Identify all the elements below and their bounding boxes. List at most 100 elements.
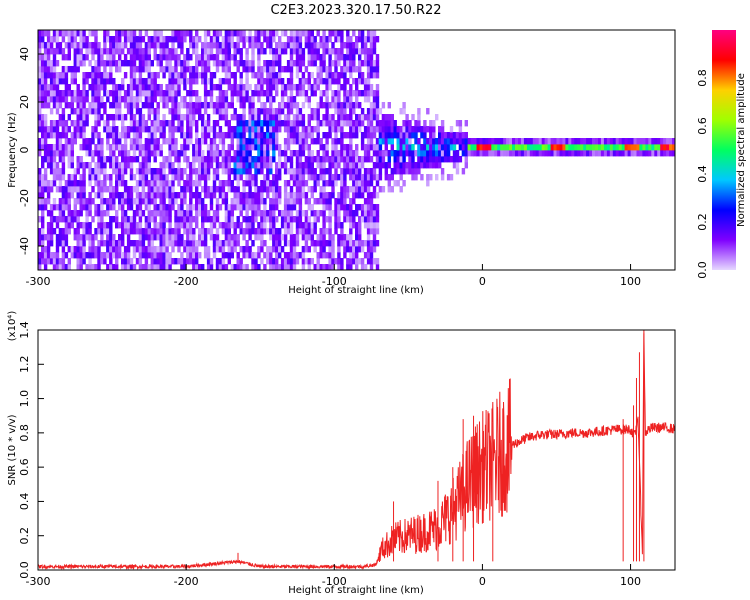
heatmap-cell (135, 168, 140, 175)
heatmap-cell (64, 198, 69, 205)
heatmap-cell (162, 48, 166, 55)
heatmap-cell (198, 168, 202, 175)
heatmap-cell (488, 150, 492, 157)
heatmap-cell (245, 264, 249, 270)
heatmap-cell (138, 222, 143, 229)
heatmap-cell (129, 108, 134, 115)
heatmap-cell (384, 168, 388, 175)
heatmap-cell (423, 156, 427, 163)
heatmap-cell (455, 138, 460, 145)
heatmap-cell (358, 162, 362, 169)
heatmap-cell (272, 246, 276, 253)
heatmap-cell (141, 60, 146, 67)
heatmap-cell (79, 48, 83, 55)
heatmap-cell (352, 168, 356, 175)
heatmap-cell (366, 48, 371, 55)
heatmap-cell (46, 192, 51, 199)
heatmap-cell (76, 96, 80, 103)
heatmap-cell (201, 48, 205, 55)
heatmap-cell (426, 180, 430, 187)
heatmap-cell (375, 66, 380, 73)
heatmap-cell (233, 48, 237, 55)
heatmap-cell (266, 36, 270, 43)
heatmap-cell (254, 180, 258, 187)
heatmap-cell (449, 138, 454, 145)
heatmap-cell (64, 222, 69, 229)
heatmap-cell (242, 102, 246, 109)
heatmap-cell (198, 96, 202, 103)
heatmap-cell (132, 42, 137, 49)
heatmap-cell (375, 174, 380, 181)
heatmap-cell (355, 264, 359, 270)
heatmap-cell (366, 210, 371, 217)
heatmap-cell (121, 162, 125, 169)
heatmap-cell (372, 30, 377, 37)
heatmap-cell (147, 216, 151, 223)
heatmap-cell (52, 48, 57, 55)
heatmap-cell (115, 174, 119, 181)
heatmap-cell (310, 60, 314, 67)
heatmap-cell (91, 264, 95, 270)
heatmap-cell (583, 144, 587, 151)
heatmap-cell (331, 234, 335, 241)
heatmap-cell (73, 54, 77, 61)
heatmap-cell (645, 150, 649, 157)
heatmap-cell (156, 138, 160, 145)
heatmap-cell (372, 132, 377, 139)
heatmap-cell (600, 150, 605, 157)
heatmap-cell (171, 228, 175, 235)
heatmap-cell (109, 36, 113, 43)
heatmap-cell (76, 264, 80, 270)
heatmap-cell (58, 210, 63, 217)
heatmap-cell (304, 222, 309, 229)
heatmap-cell (123, 60, 128, 67)
heatmap-cell (423, 138, 427, 145)
heatmap-cell (251, 90, 255, 97)
heatmap-cell (106, 96, 110, 103)
heatmap-cell (153, 138, 157, 145)
heatmap-cell (121, 48, 125, 55)
heatmap-cell (97, 144, 101, 151)
heatmap-cell (242, 36, 246, 43)
heatmap-cell (307, 168, 311, 175)
heatmap-cell (58, 156, 63, 163)
heatmap-cell (669, 150, 673, 157)
heatmap-cell (49, 168, 54, 175)
heatmap-cell (455, 120, 460, 127)
heatmap-cell (189, 234, 193, 241)
heatmap-cell (245, 54, 249, 61)
heatmap-cell (123, 228, 128, 235)
heatmap-cell (109, 240, 113, 247)
heatmap-cell (171, 42, 175, 49)
heatmap-cell (76, 126, 80, 133)
heatmap-cell (123, 102, 128, 109)
heatmap-cell (245, 48, 249, 55)
heatmap-cell (201, 60, 205, 67)
heatmap-cell (115, 126, 119, 133)
heatmap-cell (162, 102, 166, 109)
heatmap-cell (372, 96, 377, 103)
heatmap-cell (209, 90, 214, 97)
heatmap-cell (571, 144, 575, 151)
heatmap-cell (248, 144, 252, 151)
heatmap-cell (55, 258, 60, 265)
heatmap-cell (503, 144, 507, 151)
heatmap-cell (109, 252, 113, 259)
heatmap-cell (550, 138, 554, 145)
heatmap-cell (52, 258, 57, 265)
heatmap-cell (73, 132, 77, 139)
heatmap-cell (52, 156, 57, 163)
heatmap-cell (304, 90, 309, 97)
heatmap-cell (275, 108, 279, 115)
heatmap-cell (512, 150, 516, 157)
heatmap-cell (319, 228, 323, 235)
heatmap-cell (206, 114, 211, 121)
heatmap-cell (138, 198, 143, 205)
heatmap-cell (248, 246, 252, 253)
heatmap-cell (275, 60, 279, 67)
heatmap-cell (547, 138, 551, 145)
heatmap-cell (369, 192, 374, 199)
heatmap-cell (153, 150, 157, 157)
heatmap-cell (88, 162, 92, 169)
heatmap-cell (275, 48, 279, 55)
